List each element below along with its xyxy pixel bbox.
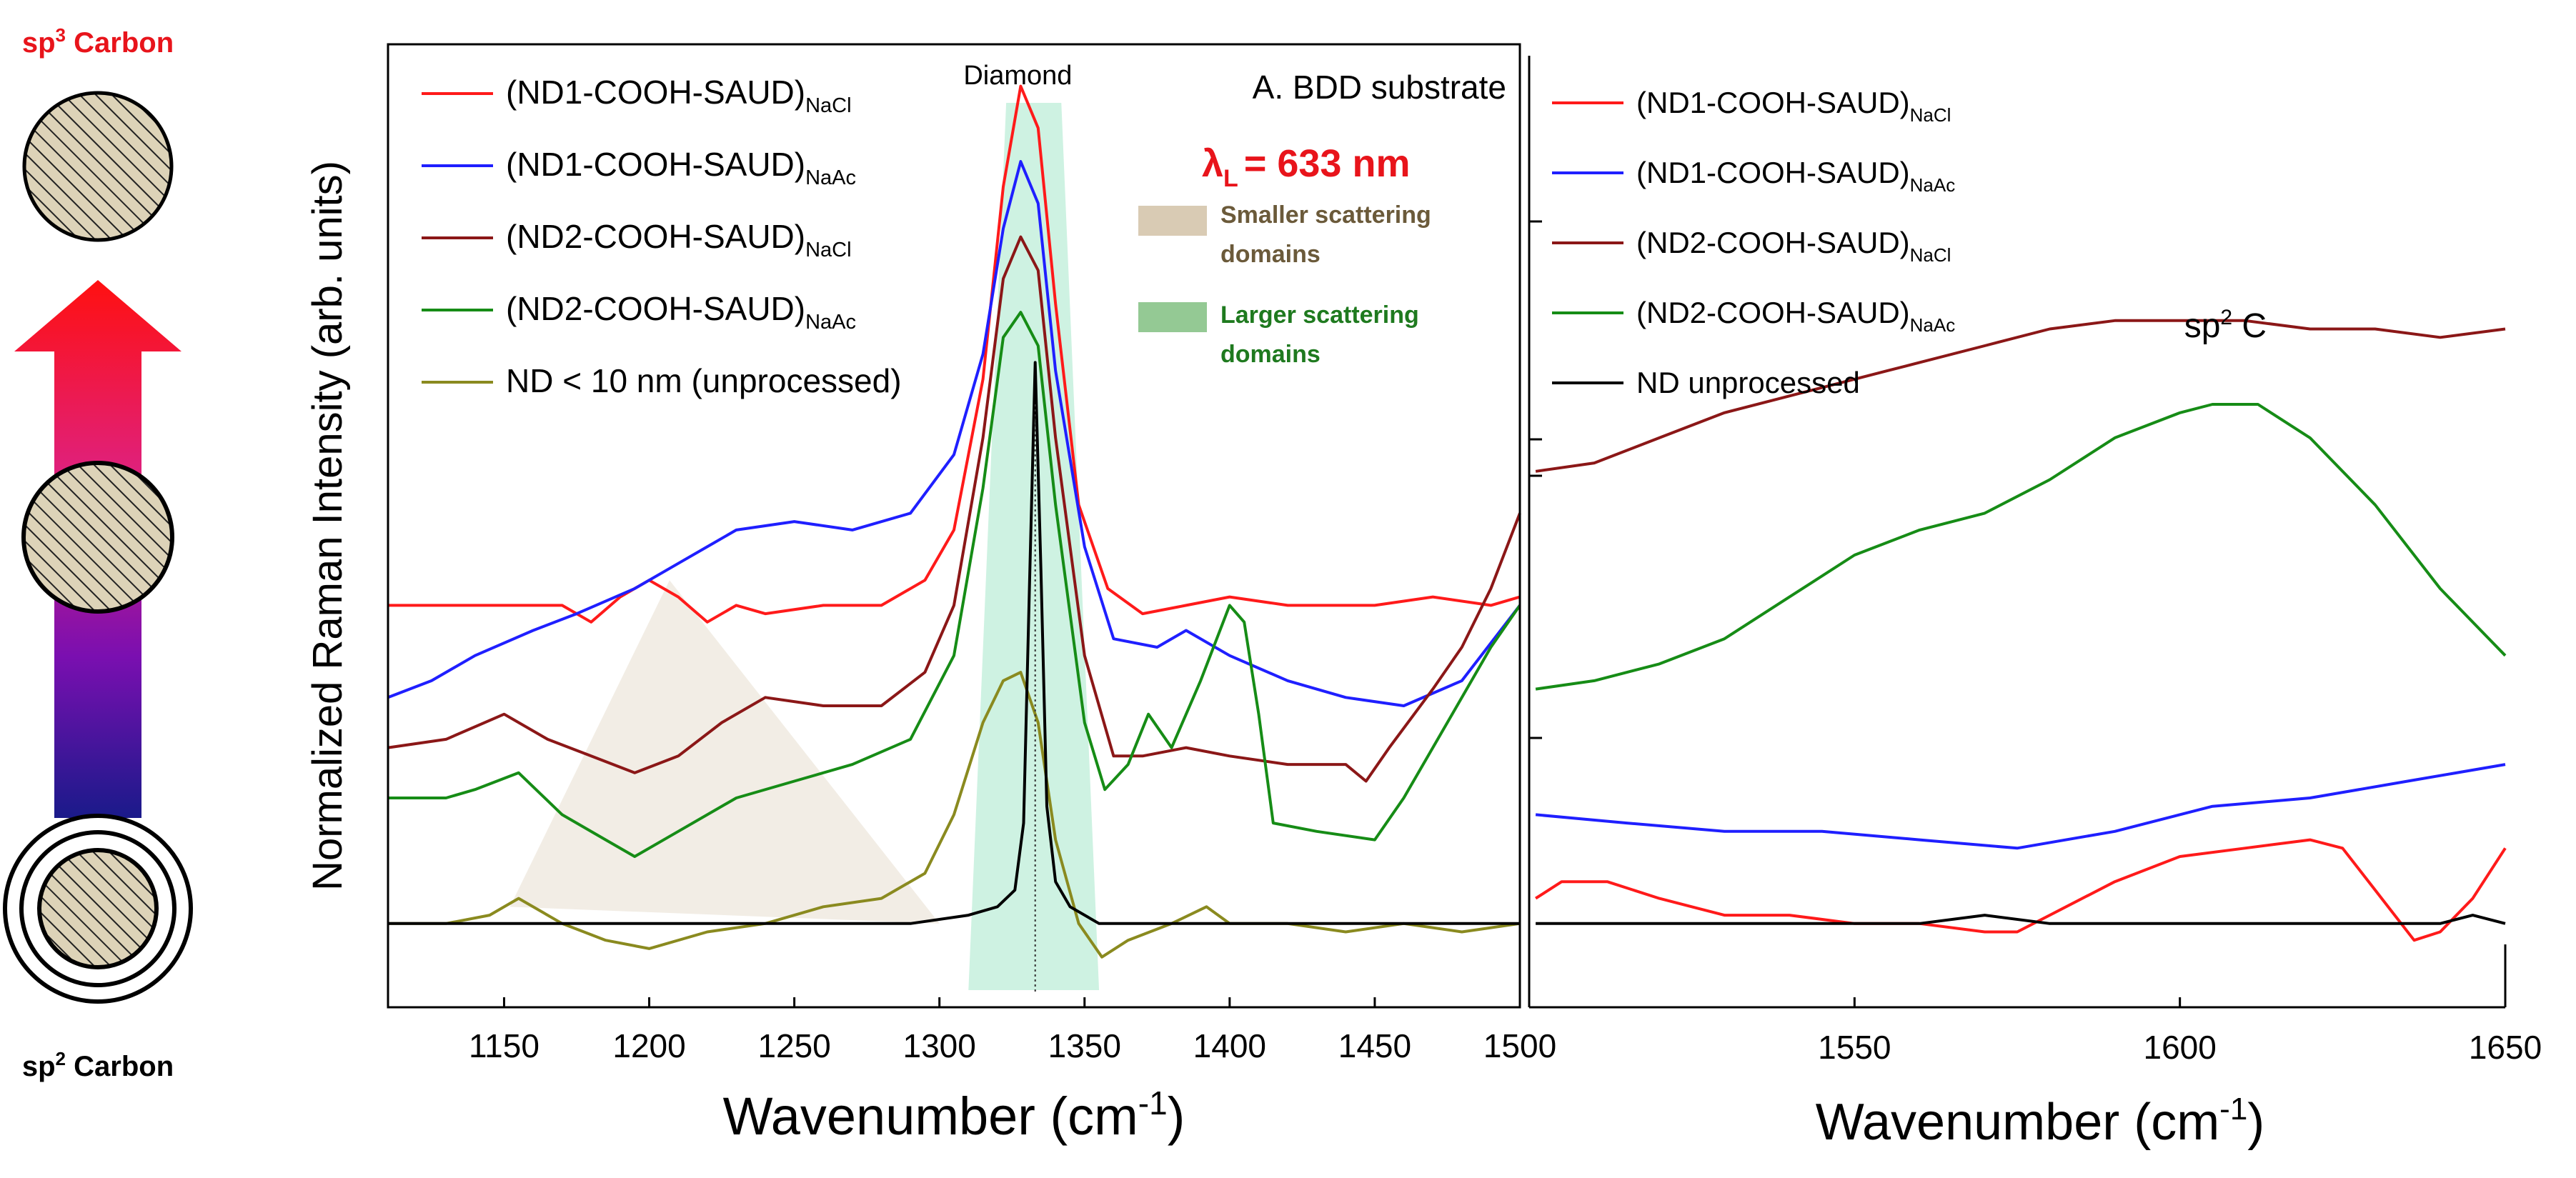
legend: (ND1-COOH-SAUD)NaCl (ND1-COOH-SAUD)NaAc (N…	[422, 74, 902, 399]
sp2-carbon-label: sp2 Carbon	[22, 1048, 174, 1082]
plot-frame	[387, 43, 1521, 1009]
series-line-nd1-cooh-saud-nacl	[388, 84, 1521, 624]
x-tick-label: 1400	[1193, 1027, 1266, 1064]
x-tick-label: 1250	[757, 1027, 830, 1064]
series-line-nd2-cooh-saud-nacl	[1535, 319, 2506, 473]
mixed-particle-icon	[21, 461, 174, 614]
x-axis-label: Wavenumber (cm-1)	[1816, 1092, 2265, 1151]
smaller-domains-swatch	[1138, 206, 1207, 236]
legend-label-nd1-cooh-saud-nacl: (ND1-COOH-SAUD)NaCl	[506, 74, 852, 117]
x-tick-label: 1350	[1048, 1027, 1121, 1064]
legend-label-nd-unprocessed: ND unprocessed	[1636, 366, 1860, 399]
carbon-schematic: sp3 Carbon sp2 Carbon	[3, 24, 193, 1082]
larger-domains-label: Larger scattering domains	[1220, 301, 1419, 368]
series-line-nd1-cooh-saud-naac	[387, 160, 1521, 707]
sp2-core-icon	[37, 848, 159, 969]
sp3-particle-icon	[22, 91, 174, 242]
series-line-nd2-cooh-saud-naac	[1535, 403, 2507, 691]
legend-label-nd1-cooh-saud-naac: (ND1-COOH-SAUD)NaAc	[506, 146, 856, 189]
raman-chart-sp2-region: 1550 1600 1650 Wavenumber (cm-1) sp2 C (ND…	[1528, 56, 2542, 1151]
region-larger-scattering-domains	[968, 103, 1100, 991]
legend-label-nd-10-nm-unprocessed: ND < 10 nm (unprocessed)	[506, 362, 902, 399]
legend-label-nd2-cooh-saud-nacl: (ND2-COOH-SAUD)NaCl	[1636, 226, 1951, 266]
x-tick-label: 1200	[612, 1027, 685, 1064]
region-smaller-scattering-domains	[509, 580, 940, 924]
series-line-nd1-cooh-saud-nacl	[1535, 838, 2507, 942]
smaller-domains-label: Smaller scattering domains	[1220, 201, 1431, 268]
sp2-c-annotation: sp2 C	[2184, 306, 2267, 345]
x-tick-label: 1600	[2143, 1029, 2216, 1066]
panel-title: A. BDD substrate	[1253, 69, 1506, 106]
x-tick-label: 1150	[469, 1027, 539, 1064]
series-line-nd2-cooh-saud-nacl	[387, 235, 1521, 783]
raman-chart-bdd: 1150 1200 1250 1300 1350 1400 1450 1500 Normali…	[304, 43, 1556, 1146]
chart-series	[1535, 319, 2507, 942]
legend-label-nd2-cooh-saud-nacl: (ND2-COOH-SAUD)NaCl	[506, 218, 852, 261]
sp3-carbon-label: sp3 Carbon	[22, 24, 174, 59]
x-axis-ticks: 1150 1200 1250 1300 1350 1400 1450 1500	[469, 997, 1556, 1064]
x-tick-label: 1650	[2469, 1029, 2542, 1066]
x-tick-label: 1300	[903, 1027, 976, 1064]
x-axis-ticks: 1550 1600 1650	[1818, 997, 2542, 1066]
legend-label-nd2-cooh-saud-naac: (ND2-COOH-SAUD)NaAc	[506, 290, 856, 334]
legend-label-nd2-cooh-saud-naac: (ND2-COOH-SAUD)NaAc	[1636, 296, 1955, 336]
larger-domains-line1: Larger scattering	[1220, 301, 1419, 329]
y-axis-label: Normalized Raman Intensity (arb. units)	[304, 161, 351, 891]
smaller-domains-line2: domains	[1220, 241, 1321, 268]
series-line-nd2-cooh-saud-naac	[388, 311, 1521, 858]
x-tick-label: 1500	[1483, 1027, 1556, 1064]
series-line-nd-unprocessed	[388, 361, 1520, 925]
x-axis-label: Wavenumber (cm-1)	[723, 1084, 1185, 1146]
smaller-domains-line1: Smaller scattering	[1220, 201, 1431, 229]
larger-domains-swatch	[1138, 302, 1207, 332]
series-line-nd-unprocessed	[1536, 914, 2506, 925]
series-line-nd1-cooh-saud-naac	[1535, 763, 2506, 850]
x-tick-label: 1550	[1818, 1029, 1891, 1066]
legend: (ND1-COOH-SAUD)NaCl (ND1-COOH-SAUD)NaAc (N…	[1552, 86, 1955, 399]
y-axis-ticks	[1529, 220, 1542, 739]
shaded-regions	[509, 103, 1100, 991]
diamond-peak-label: Diamond	[963, 61, 1072, 91]
larger-domains-line2: domains	[1220, 341, 1321, 368]
legend-label-nd1-cooh-saud-nacl: (ND1-COOH-SAUD)NaCl	[1636, 86, 1951, 126]
legend-label-nd1-cooh-saud-naac: (ND1-COOH-SAUD)NaAc	[1636, 156, 1955, 196]
chart-series	[387, 84, 1521, 959]
x-tick-label: 1450	[1338, 1027, 1411, 1064]
laser-wavelength-label: λL = 633 nm	[1202, 142, 1410, 192]
